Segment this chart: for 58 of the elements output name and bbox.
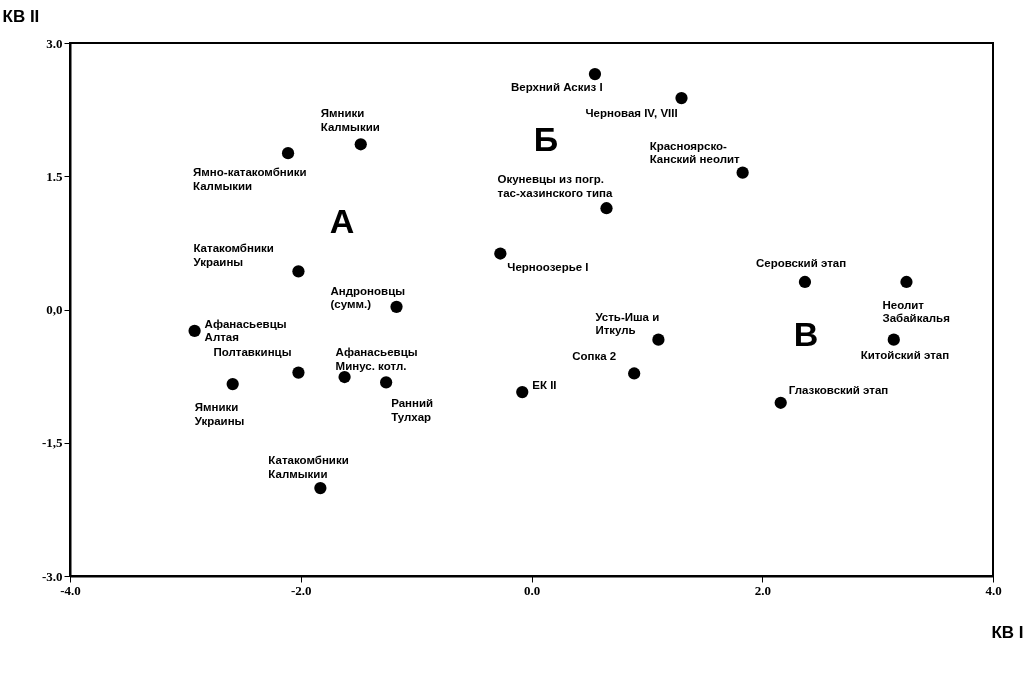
y-tick-label: 1.5 [46, 168, 63, 184]
annotation: Полтавкинцы [213, 345, 292, 358]
annotation: Катакомбники Калмыкии [268, 454, 349, 480]
point [798, 275, 812, 289]
annotation: Ямники Калмыкии [320, 107, 380, 133]
x-tick-label: 0.0 [523, 582, 541, 598]
point [774, 396, 787, 409]
point [188, 324, 201, 337]
point [314, 481, 327, 495]
point [628, 367, 641, 380]
x-tick-label: -4.0 [60, 582, 81, 598]
point [600, 202, 613, 215]
annotation: Афанасьевцы Алтая [204, 317, 287, 344]
annotation: Красноярско- Канский неолит [649, 139, 741, 166]
point [292, 366, 305, 379]
annotation: Ямники Украины [194, 401, 245, 427]
point [900, 275, 913, 289]
point [588, 67, 602, 81]
annotation: Серовский этап [755, 256, 847, 269]
annotation: Неолит Забайкалья [882, 298, 950, 325]
y-tick-label: -1,5 [41, 435, 63, 451]
annotation: Афанасьевцы Минус. котл. [335, 346, 418, 372]
y-tick-label: 0,0 [46, 302, 63, 317]
annotation: Катакомбники Украины [193, 242, 274, 268]
annotation: Верхний Аскиз I [510, 81, 603, 94]
point [887, 333, 900, 346]
annotation: Окуневцы из погр. тас-хазинского типа [497, 173, 613, 199]
point [516, 386, 529, 399]
point [652, 333, 665, 346]
annotation: Черноозерье I [507, 260, 589, 273]
annotation: Андроновцы (сумм.) [330, 284, 406, 311]
point [736, 166, 749, 179]
point [494, 247, 507, 260]
y-tick-label: 3.0 [46, 35, 63, 51]
annotation: Глазковский этап [788, 383, 889, 396]
annotation: Китойский этап [860, 348, 950, 361]
y-tick-label: -3.0 [41, 568, 63, 584]
point [292, 265, 305, 278]
point [390, 300, 403, 313]
x-tick-label: 4.0 [985, 582, 1002, 598]
point [354, 138, 367, 151]
annotation: Ямно-катакомбники Калмыкии [193, 166, 307, 192]
annotation: А [329, 202, 355, 240]
annotation: Сопка 2 [572, 350, 617, 363]
x-tick-label: 2.0 [754, 582, 771, 598]
annotation: Б [533, 120, 559, 158]
x-tick-label: -2.0 [290, 582, 312, 598]
annotation: Усть-Иша и Иткуль [595, 310, 660, 337]
point [281, 147, 295, 160]
point [380, 376, 393, 389]
point [226, 378, 239, 391]
annotation: ЕК II [532, 379, 557, 392]
annotation: Ранний Тулхар [391, 397, 434, 423]
y-axis-title: КВ II [2, 6, 40, 26]
point [675, 91, 688, 105]
annotation: Черновая IV, VIII [585, 107, 678, 120]
annotation: В [793, 315, 819, 353]
x-axis-title: КВ I [991, 622, 1024, 642]
